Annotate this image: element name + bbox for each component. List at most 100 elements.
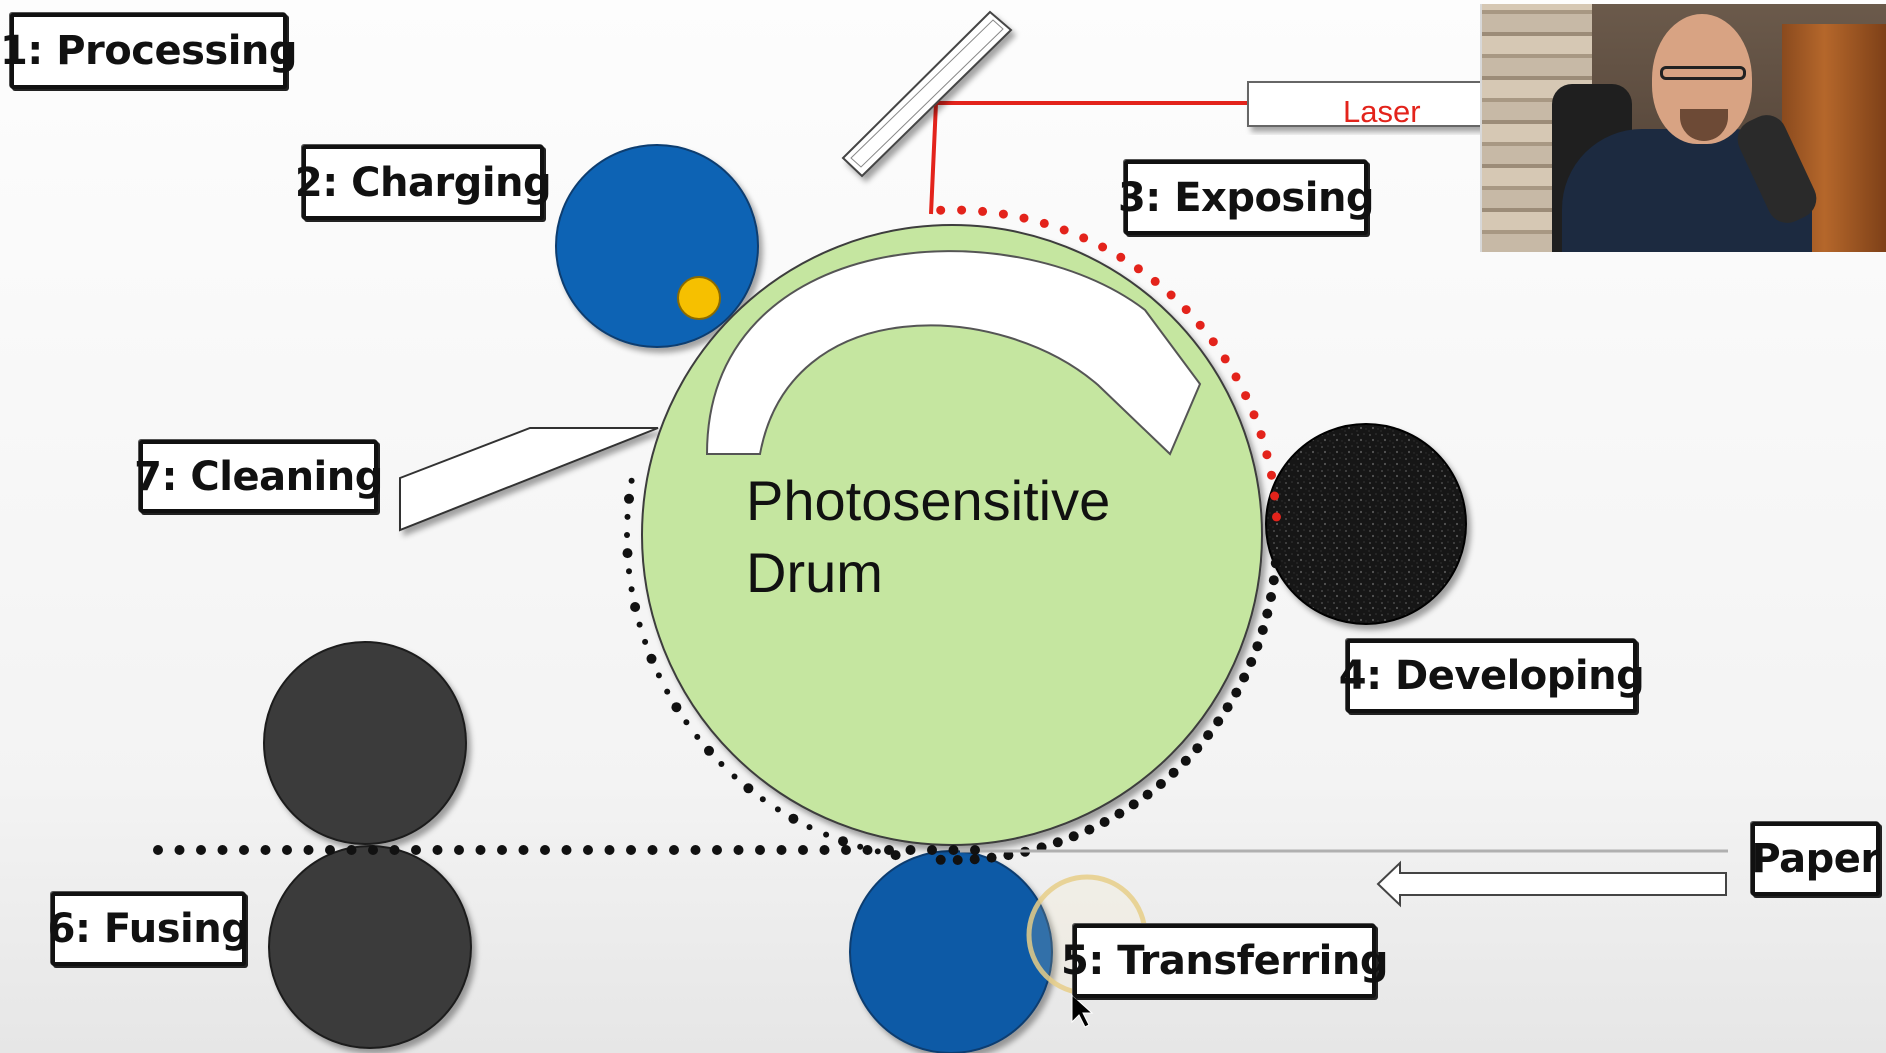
paper-toner-dot [712,845,722,855]
paper-toner-dot [798,845,808,855]
paper-toner-dot [325,845,335,855]
fuser-roller-top [263,641,467,845]
residual-toner-mark [636,621,643,628]
residual-toner-mark [704,745,714,756]
fuser-roller-bottom [268,845,472,1049]
toner-dot [952,855,963,865]
exposure-dot [1059,225,1069,235]
exposure-dot [1220,354,1230,364]
paper-toner-dot [604,845,615,855]
exposure-dot [978,206,988,216]
paper-toner-dot [454,845,464,855]
paper-toner-dot [862,845,873,855]
drum-label-line1: Photosensitive [746,469,1110,532]
label-developing: 4: Developing [1339,639,1645,713]
exposure-dot [1039,218,1049,228]
residual-toner-mark [624,493,634,504]
paper-toner-dot [841,845,851,855]
toner-dot [1128,799,1139,810]
residual-toner-mark [655,672,662,679]
paper-toner-dot [669,845,679,855]
residual-toner-mark [628,586,635,593]
residual-toner-mark [806,824,813,831]
exposure-dot [936,205,946,215]
charge-dot [677,276,721,320]
paper-toner-dot [690,845,701,855]
exposure-dot [1181,305,1191,315]
toner-dot [1231,687,1242,698]
paper-toner-dot [411,845,421,855]
mouse-pointer-icon [1071,993,1094,1028]
exposure-dot [1133,264,1143,274]
residual-toner-mark [838,836,848,847]
exposure-dot [1256,430,1266,440]
residual-toner-mark [671,702,682,713]
paper-toner-dot [540,845,550,855]
rotation-arrow-icon [705,250,1202,456]
paper-toner-dot [927,845,937,855]
toner-dot [1262,608,1273,619]
residual-toner-mark [630,602,641,612]
exposure-dot [1272,512,1281,522]
residual-toner-mark [622,548,633,559]
drum-label-line2: Drum [746,541,883,604]
toner-dot [1168,767,1179,778]
exposure-dot [1262,450,1272,460]
residual-toner-mark [731,773,738,780]
exposure-dot [1249,410,1259,420]
exposure-dot [1150,276,1160,286]
exposure-dots [936,205,1281,522]
paper-toner-dot [970,845,980,855]
toner-dot [1142,789,1153,800]
residual-toner-mark [874,848,881,855]
toner-dot [1239,672,1250,683]
label-paper: Paper [1751,822,1880,896]
exposure-dot [957,205,967,215]
toner-dot [1180,755,1191,766]
residual-toner-marks [622,477,901,861]
paper-toner-dot [497,845,507,855]
paper-toner-dot [733,845,744,855]
residual-toner-mark [743,783,754,794]
toner-dot [1114,808,1125,819]
webcam-glasses [1660,66,1746,80]
toner-dots [935,558,1281,865]
residual-toner-mark [718,761,725,767]
toner-dot [1246,657,1257,667]
toner-dot [1052,837,1063,848]
residual-toner-mark [628,477,635,484]
toner-dot [1213,716,1224,727]
residual-toner-mark [642,638,649,645]
residual-toner-mark [788,813,799,824]
toner-dot [935,854,946,865]
toner-dot [1203,730,1214,741]
toner-dot [969,854,980,865]
residual-toner-mark [664,688,671,695]
label-cleaning: 7: Cleaning [134,440,383,513]
toner-dot [1270,558,1281,569]
exposure-dot [1195,320,1205,330]
paper-toner-dot [432,845,443,855]
residual-toner-mark [823,831,830,838]
toner-dot [1268,575,1279,586]
charging-roller [555,144,759,348]
paper-toner-dot [196,845,206,855]
exposure-dot [1166,290,1176,300]
label-transferring: 5: Transferring [1061,924,1388,998]
paper-toner-dot [174,845,185,855]
exposure-dot [1116,252,1126,262]
paper-toner-dot [368,845,378,855]
paper-toner-dot [260,845,271,855]
toner-dot [1099,817,1110,827]
label-fusing: 6: Fusing [48,892,250,966]
paper-toner-dot [647,845,658,855]
label-processing: 1: Processing [0,13,298,89]
toner-dot [1266,592,1276,602]
laser-mirror [841,10,1013,178]
exposure-dot [1231,372,1241,382]
toner-dot [1084,824,1095,835]
residual-toner-mark [774,806,781,813]
paper-toner-dot [776,845,787,855]
paper-toner-dot [905,845,916,855]
residual-toner-mark [646,653,657,664]
